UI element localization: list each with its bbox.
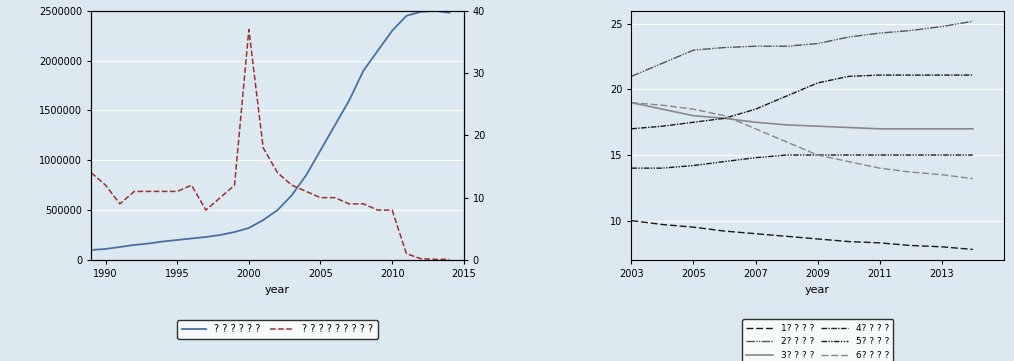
2? ? ? ? (966, 19, 979, 23)
1? ? ? ? (687, 225, 700, 229)
2? ? ? ? (749, 44, 762, 48)
2? ? ? ? (687, 48, 700, 52)
4? ? ? ? (936, 73, 948, 77)
2? ? ? ? (843, 35, 855, 39)
3? ? ? ? (904, 127, 917, 131)
6? ? ? ? (904, 170, 917, 174)
5? ? ? ? (626, 166, 638, 170)
5? ? ? ? (687, 164, 700, 168)
4? ? ? ? (687, 120, 700, 125)
6? ? ? ? (718, 114, 730, 118)
4? ? ? ? (811, 81, 823, 85)
5? ? ? ? (781, 153, 793, 157)
6? ? ? ? (811, 153, 823, 157)
6? ? ? ? (874, 166, 886, 170)
3? ? ? ? (749, 120, 762, 125)
1? ? ? ? (904, 243, 917, 248)
5? ? ? ? (874, 153, 886, 157)
3? ? ? ? (811, 124, 823, 129)
3? ? ? ? (656, 107, 668, 111)
Legend: ? ? ? ? ? ?, ? ? ? ? ? ? ? ? ?: ? ? ? ? ? ?, ? ? ? ? ? ? ? ? ? (177, 319, 378, 339)
2? ? ? ? (656, 61, 668, 65)
3? ? ? ? (626, 100, 638, 105)
2? ? ? ? (781, 44, 793, 48)
4? ? ? ? (749, 107, 762, 111)
Line: 1? ? ? ?: 1? ? ? ? (632, 221, 972, 249)
Line: 3? ? ? ?: 3? ? ? ? (632, 103, 972, 129)
1? ? ? ? (718, 229, 730, 233)
3? ? ? ? (781, 123, 793, 127)
3? ? ? ? (874, 127, 886, 131)
3? ? ? ? (936, 127, 948, 131)
5? ? ? ? (936, 153, 948, 157)
6? ? ? ? (843, 160, 855, 164)
5? ? ? ? (904, 153, 917, 157)
4? ? ? ? (718, 116, 730, 121)
2? ? ? ? (626, 74, 638, 79)
6? ? ? ? (781, 140, 793, 144)
2? ? ? ? (718, 45, 730, 50)
4? ? ? ? (781, 94, 793, 98)
2? ? ? ? (811, 42, 823, 46)
3? ? ? ? (966, 127, 979, 131)
1? ? ? ? (626, 218, 638, 223)
5? ? ? ? (966, 153, 979, 157)
5? ? ? ? (843, 153, 855, 157)
4? ? ? ? (966, 73, 979, 77)
Line: 2? ? ? ?: 2? ? ? ? (632, 21, 972, 77)
5? ? ? ? (811, 153, 823, 157)
3? ? ? ? (687, 114, 700, 118)
6? ? ? ? (626, 100, 638, 105)
6? ? ? ? (656, 103, 668, 107)
1? ? ? ? (781, 234, 793, 239)
4? ? ? ? (874, 73, 886, 77)
Line: 6? ? ? ?: 6? ? ? ? (632, 103, 972, 179)
Line: 4? ? ? ?: 4? ? ? ? (632, 75, 972, 129)
2? ? ? ? (874, 31, 886, 35)
Line: 5? ? ? ?: 5? ? ? ? (632, 155, 972, 168)
1? ? ? ? (656, 222, 668, 227)
4? ? ? ? (904, 73, 917, 77)
X-axis label: year: year (805, 284, 830, 295)
1? ? ? ? (843, 239, 855, 244)
1? ? ? ? (811, 237, 823, 241)
4? ? ? ? (656, 124, 668, 129)
1? ? ? ? (749, 231, 762, 236)
5? ? ? ? (718, 160, 730, 164)
2? ? ? ? (936, 25, 948, 29)
4? ? ? ? (626, 127, 638, 131)
3? ? ? ? (718, 116, 730, 121)
1? ? ? ? (936, 245, 948, 249)
2? ? ? ? (904, 28, 917, 32)
Legend: 1? ? ? ?, 2? ? ? ?, 3? ? ? ?, 4? ? ? ?, 5? ? ? ?, 6? ? ? ?: 1? ? ? ?, 2? ? ? ?, 3? ? ? ?, 4? ? ? ?, … (742, 319, 893, 361)
6? ? ? ? (687, 107, 700, 111)
1? ? ? ? (966, 247, 979, 252)
3? ? ? ? (843, 125, 855, 130)
5? ? ? ? (749, 156, 762, 160)
6? ? ? ? (966, 177, 979, 181)
5? ? ? ? (656, 166, 668, 170)
4? ? ? ? (843, 74, 855, 79)
X-axis label: year: year (265, 284, 290, 295)
1? ? ? ? (874, 241, 886, 245)
6? ? ? ? (936, 173, 948, 177)
6? ? ? ? (749, 127, 762, 131)
